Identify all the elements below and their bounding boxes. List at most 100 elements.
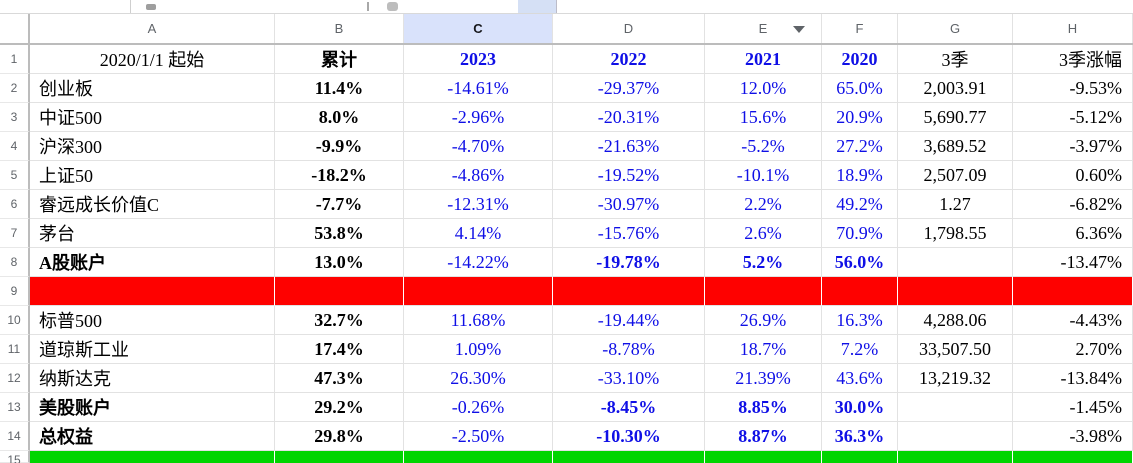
cell-H14[interactable]: -3.98%: [1013, 422, 1133, 451]
row-header-3[interactable]: 3: [0, 103, 30, 132]
cell-A8[interactable]: A股账户: [30, 248, 275, 277]
column-header-B[interactable]: B: [275, 14, 404, 43]
cell-G10[interactable]: 4,288.06: [898, 306, 1013, 335]
cell-F5[interactable]: 18.9%: [822, 161, 898, 190]
cell-H10[interactable]: -4.43%: [1013, 306, 1133, 335]
column-header-A[interactable]: A: [30, 14, 275, 43]
cell-C1[interactable]: 2023: [404, 45, 553, 74]
cell-H7[interactable]: 6.36%: [1013, 219, 1133, 248]
cell-C6[interactable]: -12.31%: [404, 190, 553, 219]
cell-F7[interactable]: 70.9%: [822, 219, 898, 248]
cell-F4[interactable]: 27.2%: [822, 132, 898, 161]
cell-E3[interactable]: 15.6%: [705, 103, 822, 132]
cell-C2[interactable]: -14.61%: [404, 74, 553, 103]
cell-D9[interactable]: [553, 277, 705, 306]
cell-B5[interactable]: -18.2%: [275, 161, 404, 190]
cell-F9[interactable]: [822, 277, 898, 306]
cell-G11[interactable]: 33,507.50: [898, 335, 1013, 364]
column-header-E[interactable]: E: [705, 14, 822, 43]
row-header-14[interactable]: 14: [0, 422, 30, 451]
cell-A9[interactable]: [30, 277, 275, 306]
cell-C15[interactable]: [404, 451, 553, 463]
cell-B15[interactable]: [275, 451, 404, 463]
cell-E6[interactable]: 2.2%: [705, 190, 822, 219]
cell-G15[interactable]: [898, 451, 1013, 463]
cell-B9[interactable]: [275, 277, 404, 306]
column-dropdown-arrow-icon[interactable]: [793, 26, 805, 33]
cell-G7[interactable]: 1,798.55: [898, 219, 1013, 248]
cell-F6[interactable]: 49.2%: [822, 190, 898, 219]
cell-G6[interactable]: 1.27: [898, 190, 1013, 219]
cell-D4[interactable]: -21.63%: [553, 132, 705, 161]
row-header-5[interactable]: 5: [0, 161, 30, 190]
cell-C11[interactable]: 1.09%: [404, 335, 553, 364]
cell-A2[interactable]: 创业板: [30, 74, 275, 103]
cell-C13[interactable]: -0.26%: [404, 393, 553, 422]
cell-A3[interactable]: 中证500: [30, 103, 275, 132]
row-header-4[interactable]: 4: [0, 132, 30, 161]
cell-C9[interactable]: [404, 277, 553, 306]
cell-D11[interactable]: -8.78%: [553, 335, 705, 364]
cell-A12[interactable]: 纳斯达克: [30, 364, 275, 393]
cell-F12[interactable]: 43.6%: [822, 364, 898, 393]
cell-C7[interactable]: 4.14%: [404, 219, 553, 248]
cell-H12[interactable]: -13.84%: [1013, 364, 1133, 393]
cell-C4[interactable]: -4.70%: [404, 132, 553, 161]
cell-E9[interactable]: [705, 277, 822, 306]
cell-E4[interactable]: -5.2%: [705, 132, 822, 161]
row-header-7[interactable]: 7: [0, 219, 30, 248]
cell-E8[interactable]: 5.2%: [705, 248, 822, 277]
cell-B8[interactable]: 13.0%: [275, 248, 404, 277]
cell-D12[interactable]: -33.10%: [553, 364, 705, 393]
cell-D5[interactable]: -19.52%: [553, 161, 705, 190]
cell-E14[interactable]: 8.87%: [705, 422, 822, 451]
cell-E5[interactable]: -10.1%: [705, 161, 822, 190]
column-header-D[interactable]: D: [553, 14, 705, 43]
cell-D15[interactable]: [553, 451, 705, 463]
cell-F14[interactable]: 36.3%: [822, 422, 898, 451]
cell-D3[interactable]: -20.31%: [553, 103, 705, 132]
cell-A13[interactable]: 美股账户: [30, 393, 275, 422]
row-header-10[interactable]: 10: [0, 306, 30, 335]
cell-F11[interactable]: 7.2%: [822, 335, 898, 364]
cell-B13[interactable]: 29.2%: [275, 393, 404, 422]
cell-C12[interactable]: 26.30%: [404, 364, 553, 393]
cell-G14[interactable]: [898, 422, 1013, 451]
column-header-G[interactable]: G: [898, 14, 1013, 43]
cell-A1[interactable]: 2020/1/1 起始: [30, 45, 275, 74]
cell-A5[interactable]: 上证50: [30, 161, 275, 190]
cell-H1[interactable]: 3季涨幅: [1013, 45, 1133, 74]
cell-G8[interactable]: [898, 248, 1013, 277]
cell-B1[interactable]: 累计: [275, 45, 404, 74]
cell-E11[interactable]: 18.7%: [705, 335, 822, 364]
cell-E10[interactable]: 26.9%: [705, 306, 822, 335]
cell-F13[interactable]: 30.0%: [822, 393, 898, 422]
cell-A15[interactable]: [30, 451, 275, 463]
row-header-12[interactable]: 12: [0, 364, 30, 393]
cell-E12[interactable]: 21.39%: [705, 364, 822, 393]
row-header-9[interactable]: 9: [0, 277, 30, 306]
cell-H2[interactable]: -9.53%: [1013, 74, 1133, 103]
cell-D6[interactable]: -30.97%: [553, 190, 705, 219]
cell-G13[interactable]: [898, 393, 1013, 422]
cell-B12[interactable]: 47.3%: [275, 364, 404, 393]
row-header-1[interactable]: 1: [0, 45, 30, 74]
cell-C14[interactable]: -2.50%: [404, 422, 553, 451]
cell-B14[interactable]: 29.8%: [275, 422, 404, 451]
cell-B11[interactable]: 17.4%: [275, 335, 404, 364]
cell-H5[interactable]: 0.60%: [1013, 161, 1133, 190]
cell-F8[interactable]: 56.0%: [822, 248, 898, 277]
cell-G12[interactable]: 13,219.32: [898, 364, 1013, 393]
cell-A10[interactable]: 标普500: [30, 306, 275, 335]
cell-B2[interactable]: 11.4%: [275, 74, 404, 103]
cell-A6[interactable]: 睿远成长价值C: [30, 190, 275, 219]
cell-D14[interactable]: -10.30%: [553, 422, 705, 451]
row-header-15[interactable]: 15: [0, 451, 30, 463]
cell-B3[interactable]: 8.0%: [275, 103, 404, 132]
cell-C8[interactable]: -14.22%: [404, 248, 553, 277]
select-all-corner[interactable]: [0, 14, 30, 43]
cell-G1[interactable]: 3季: [898, 45, 1013, 74]
cell-E13[interactable]: 8.85%: [705, 393, 822, 422]
row-header-13[interactable]: 13: [0, 393, 30, 422]
cell-F2[interactable]: 65.0%: [822, 74, 898, 103]
